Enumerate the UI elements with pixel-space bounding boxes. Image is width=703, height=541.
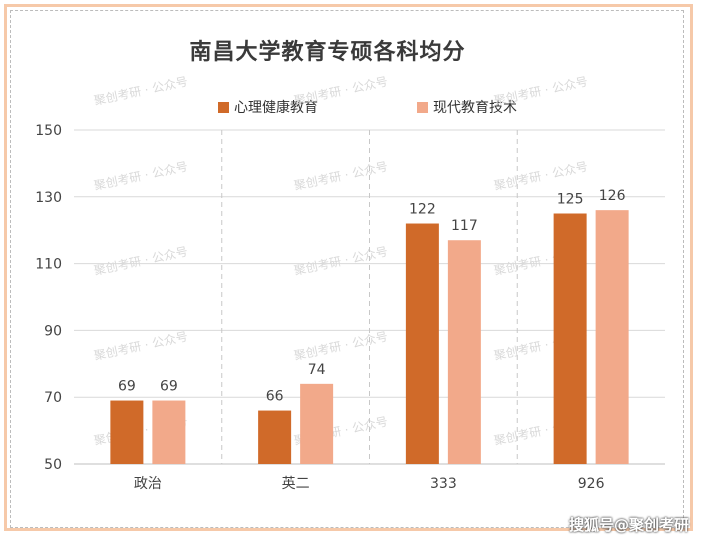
- y-tick-label: 150: [35, 123, 62, 139]
- bar-1-926: [553, 213, 587, 464]
- y-tick-label: 70: [44, 390, 62, 406]
- data-label: 126: [599, 188, 626, 204]
- sohu-watermark: 搜狐号@聚创考研: [568, 516, 689, 534]
- legend-swatch-series-1: [218, 101, 229, 113]
- legend-swatch-series-2: [417, 101, 428, 113]
- legend-item-series-1: 心理健康教育: [218, 97, 318, 117]
- legend-item-series-2: 现代教育技术: [417, 97, 517, 117]
- data-label: 122: [409, 202, 436, 218]
- data-label: 74: [308, 362, 326, 378]
- bar-2-政治: [152, 400, 186, 464]
- y-tick-label: 110: [35, 257, 62, 273]
- x-tick-label: 333: [430, 476, 457, 492]
- background-watermark: 聚创考研 · 公众号: [93, 74, 189, 108]
- legend-label-series-1: 心理健康教育: [234, 100, 318, 116]
- bar-1-333: [405, 223, 439, 464]
- bar-1-英二: [258, 410, 292, 464]
- background-watermark: 聚创考研 · 公众号: [493, 159, 589, 193]
- background-watermark: 聚创考研 · 公众号: [493, 74, 589, 108]
- x-tick-label: 政治: [134, 476, 162, 492]
- background-watermark: 聚创考研 · 公众号: [293, 74, 389, 108]
- legend-label-series-2: 现代教育技术: [433, 100, 517, 116]
- background-watermark: 聚创考研 · 公众号: [293, 244, 389, 278]
- background-watermark: 聚创考研 · 公众号: [293, 159, 389, 193]
- data-label: 69: [160, 379, 178, 395]
- bar-2-英二: [300, 383, 334, 464]
- data-label: 117: [451, 218, 478, 234]
- data-label: 69: [118, 379, 136, 395]
- data-label: 66: [266, 389, 284, 405]
- bar-1-政治: [110, 400, 144, 464]
- bar-2-926: [595, 210, 629, 464]
- background-watermark: 聚创考研 · 公众号: [93, 244, 189, 278]
- y-tick-label: 130: [35, 190, 62, 206]
- data-label: 125: [557, 192, 584, 208]
- background-watermark: 聚创考研 · 公众号: [93, 159, 189, 193]
- background-watermark: 聚创考研 · 公众号: [293, 329, 389, 363]
- y-tick-label: 90: [44, 323, 62, 339]
- x-tick-label: 926: [578, 476, 605, 492]
- background-watermark: 聚创考研 · 公众号: [93, 329, 189, 363]
- x-tick-label: 英二: [282, 475, 310, 492]
- y-tick-label: 50: [44, 457, 62, 473]
- chart-title: 南昌大学教育专硕各科均分: [189, 40, 466, 65]
- bar-2-333: [447, 240, 481, 464]
